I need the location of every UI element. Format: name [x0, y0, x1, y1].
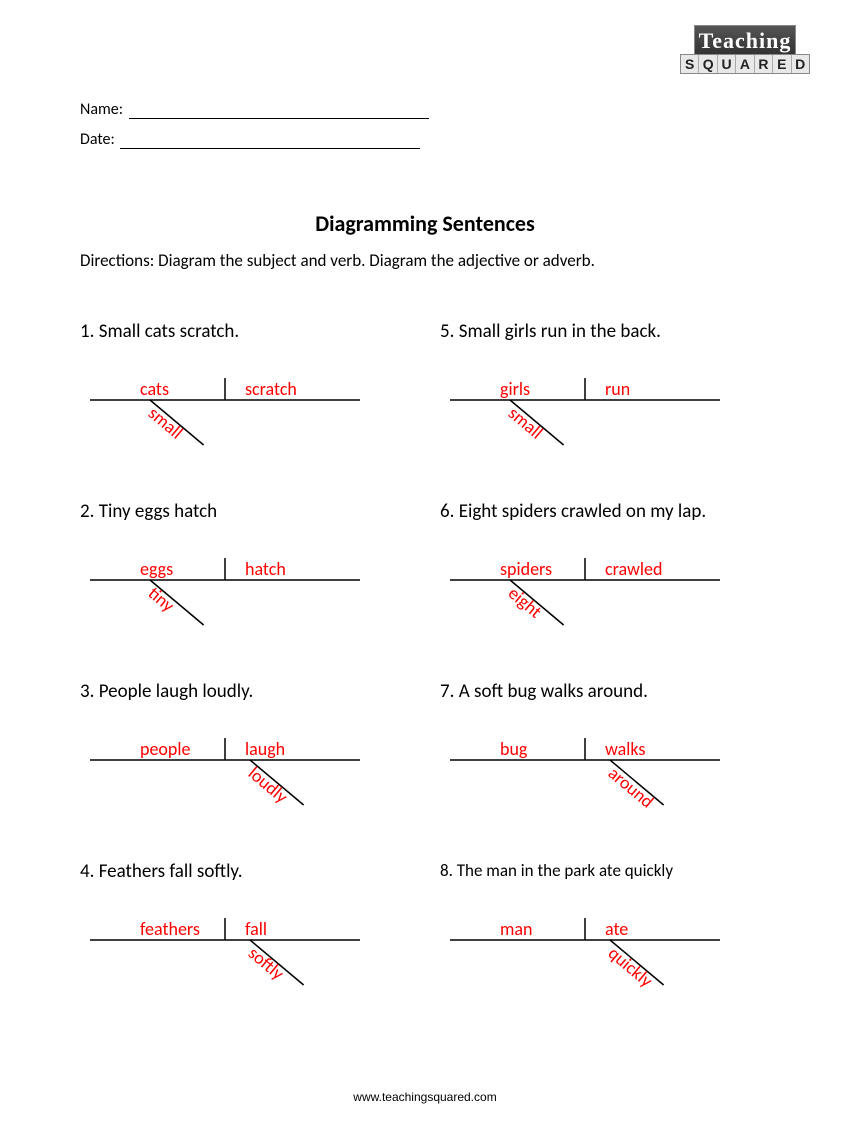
logo-letter: R	[755, 55, 773, 73]
name-field-row: Name:	[80, 100, 429, 119]
logo-letter: E	[773, 55, 791, 73]
sentence-text: 3. People laugh loudly.	[80, 680, 253, 703]
diagram-subject: spiders	[500, 558, 552, 580]
sentence-diagram: spiderscrawledeight	[440, 550, 730, 645]
logo-bottom-row: S Q U A R E D	[680, 54, 810, 74]
sentence-diagram: peoplelaughloudly	[80, 730, 370, 825]
name-label: Name:	[80, 100, 123, 119]
diagram-subject: bug	[500, 738, 527, 760]
diagram-verb: ate	[605, 918, 628, 940]
date-label: Date:	[80, 130, 115, 149]
sentence-text: 1. Small cats scratch.	[80, 320, 239, 343]
date-input-line[interactable]	[120, 132, 420, 149]
logo-letter: U	[718, 55, 736, 73]
diagram-verb: hatch	[245, 558, 286, 580]
diagram-subject: girls	[500, 378, 530, 400]
sentence-text: 2. Tiny eggs hatch	[80, 500, 217, 523]
diagram-subject: cats	[140, 378, 169, 400]
sentence-diagram: catsscratchsmall	[80, 370, 370, 465]
sentence-diagram: girlsrunsmall	[440, 370, 730, 465]
brand-logo: Teaching S Q U A R E D	[680, 25, 810, 74]
date-field-row: Date:	[80, 130, 420, 149]
sentence-text: 8. The man in the park ate quickly	[440, 860, 673, 881]
diagram-verb: laugh	[245, 738, 285, 760]
diagram-verb: scratch	[245, 378, 297, 400]
logo-top-text: Teaching	[694, 25, 797, 54]
diagram-verb: run	[605, 378, 630, 400]
sentence-diagram: bugwalksaround	[440, 730, 730, 825]
logo-letter: D	[792, 55, 809, 73]
page-title: Diagramming Sentences	[0, 210, 850, 237]
sentence-diagram: eggshatchtiny	[80, 550, 370, 645]
worksheet-page: Teaching S Q U A R E D Name: Date: Diagr…	[0, 0, 850, 1122]
diagram-subject: feathers	[140, 918, 200, 940]
diagram-subject: eggs	[140, 558, 173, 580]
diagram-verb: crawled	[605, 558, 662, 580]
diagram-verb: fall	[245, 918, 267, 940]
logo-letter: Q	[699, 55, 717, 73]
directions-text: Directions: Diagram the subject and verb…	[80, 250, 595, 271]
sentence-text: 7. A soft bug walks around.	[440, 680, 648, 703]
name-input-line[interactable]	[129, 102, 429, 119]
sentence-text: 4. Feathers fall softly.	[80, 860, 243, 883]
sentence-text: 5. Small girls run in the back.	[440, 320, 661, 343]
logo-letter: A	[736, 55, 754, 73]
sentence-diagram: manatequickly	[440, 910, 730, 1005]
diagram-verb: walks	[605, 738, 645, 760]
diagram-subject: man	[500, 918, 532, 940]
footer-url: www.teachingsquared.com	[0, 1090, 850, 1104]
logo-letter: S	[681, 55, 699, 73]
sentence-diagram: feathersfallsoftly	[80, 910, 370, 1005]
diagram-subject: people	[140, 738, 190, 760]
sentence-text: 6. Eight spiders crawled on my lap.	[440, 500, 706, 523]
